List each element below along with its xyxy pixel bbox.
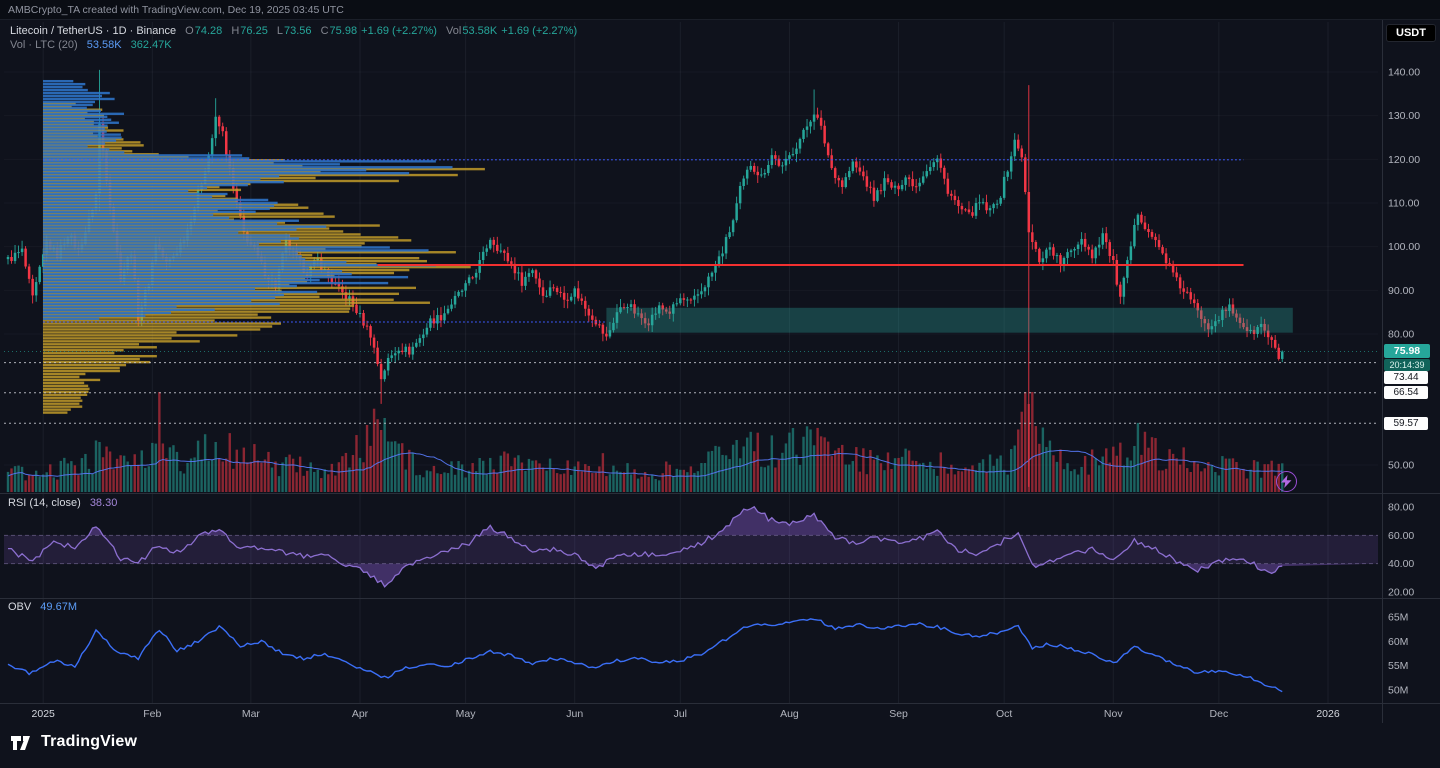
price-scale[interactable]: 140.00 130.00 120.00 110.00 100.00 90.00 80.00… (1388, 67, 1420, 697)
obv-pane (7, 618, 1283, 693)
rsi-line (7, 505, 1283, 588)
svg-text:140.00: 140.00 (1388, 67, 1420, 79)
vol-indicator-value: 53.58K (86, 39, 122, 51)
low-value: 73.56 (284, 25, 312, 37)
svg-text:Sep: Sep (889, 708, 908, 720)
volume-value: 53.58K (462, 25, 498, 37)
svg-text:50.00: 50.00 (1388, 460, 1414, 472)
svg-text:80.00: 80.00 (1388, 329, 1414, 341)
tradingview-logo-text: TradingView (41, 733, 138, 750)
volume-label: Vol (446, 25, 462, 37)
current-price-label: 75.98 (1384, 344, 1430, 358)
svg-text:Apr: Apr (352, 708, 369, 720)
svg-text:Jun: Jun (566, 708, 583, 720)
volume-profile-blue (43, 79, 453, 320)
obv-title: OBV (8, 601, 32, 613)
svg-text:65M: 65M (1388, 611, 1408, 623)
svg-text:100.00: 100.00 (1388, 241, 1420, 253)
svg-text:50M: 50M (1388, 685, 1408, 697)
open-label: O (185, 25, 194, 37)
low-label: L (276, 25, 283, 37)
high-value: 76.25 (240, 25, 268, 37)
close-value: 75.98 (329, 25, 358, 37)
obv-value: 49.67M (40, 601, 77, 613)
level-label-73: 73.44 (1384, 371, 1428, 384)
svg-text:Jul: Jul (674, 708, 687, 720)
svg-text:2025: 2025 (32, 708, 56, 720)
svg-text:40.00: 40.00 (1388, 558, 1414, 570)
high-label: H (231, 25, 240, 37)
vol-indicator-ma: 362.47K (130, 39, 172, 51)
svg-text:110.00: 110.00 (1388, 198, 1419, 210)
volume-ma-line (7, 449, 1283, 477)
vol-indicator-title: Vol · LTC (20) (10, 39, 78, 51)
rsi-title: RSI (14, close) (8, 497, 81, 509)
svg-text:Dec: Dec (1210, 708, 1229, 720)
currency-toggle-button[interactable]: USDT (1386, 24, 1436, 42)
time-scale[interactable]: 2025 Feb Mar Apr May Jun Jul Aug Sep Oct Nov Dec 202… (32, 708, 1340, 720)
level-label-59: 59.57 (1384, 417, 1428, 430)
attribution-bar: AMBCrypto_TA created with TradingView.co… (0, 0, 1440, 20)
obv-legend[interactable]: OBV 49.67M (8, 601, 77, 613)
svg-text:Oct: Oct (996, 708, 1012, 720)
svg-text:60M: 60M (1388, 636, 1408, 648)
svg-text:55M: 55M (1388, 660, 1408, 672)
svg-text:80.00: 80.00 (1388, 501, 1414, 513)
svg-text:Nov: Nov (1104, 708, 1123, 720)
countdown-label: 20:14:39 (1384, 359, 1430, 371)
svg-text:Mar: Mar (242, 708, 261, 720)
tradingview-logo-icon (11, 736, 30, 750)
change-value: +1.69 (+2.27%) (361, 25, 437, 37)
demand-zone-rectangle[interactable] (606, 307, 1293, 333)
attribution-text: AMBCrypto_TA created with TradingView.co… (8, 4, 344, 16)
svg-text:Feb: Feb (143, 708, 161, 720)
tradingview-logo[interactable]: TradingView (10, 733, 137, 751)
volume-change: +1.69 (+2.27%) (501, 25, 578, 37)
svg-text:Aug: Aug (780, 708, 799, 720)
obv-line (7, 618, 1283, 693)
boost-button[interactable] (1276, 471, 1297, 492)
rsi-pane (4, 505, 1378, 588)
svg-text:2026: 2026 (1316, 708, 1340, 720)
close-label: C (320, 25, 329, 37)
volume-bars (6, 392, 1284, 492)
symbol-legend[interactable]: Litecoin / TetherUS · 1D · Binance O74.2… (10, 25, 577, 37)
svg-text:20.00: 20.00 (1388, 587, 1414, 599)
volume-indicator-legend[interactable]: Vol · LTC (20) 53.58K 362.47K (10, 39, 172, 51)
open-value: 74.28 (194, 25, 223, 37)
level-label-66: 66.54 (1384, 386, 1428, 399)
rsi-legend[interactable]: RSI (14, close) 38.30 (8, 497, 117, 509)
svg-text:120.00: 120.00 (1388, 154, 1420, 166)
svg-text:60.00: 60.00 (1388, 530, 1414, 542)
lightning-icon (1281, 475, 1292, 488)
drawings-layer[interactable] (4, 159, 1378, 424)
svg-text:90.00: 90.00 (1388, 285, 1414, 297)
symbol-title: Litecoin / TetherUS · 1D · Binance (10, 25, 177, 37)
rsi-value: 38.30 (89, 497, 118, 509)
svg-text:May: May (456, 708, 477, 720)
svg-text:130.00: 130.00 (1388, 110, 1420, 122)
